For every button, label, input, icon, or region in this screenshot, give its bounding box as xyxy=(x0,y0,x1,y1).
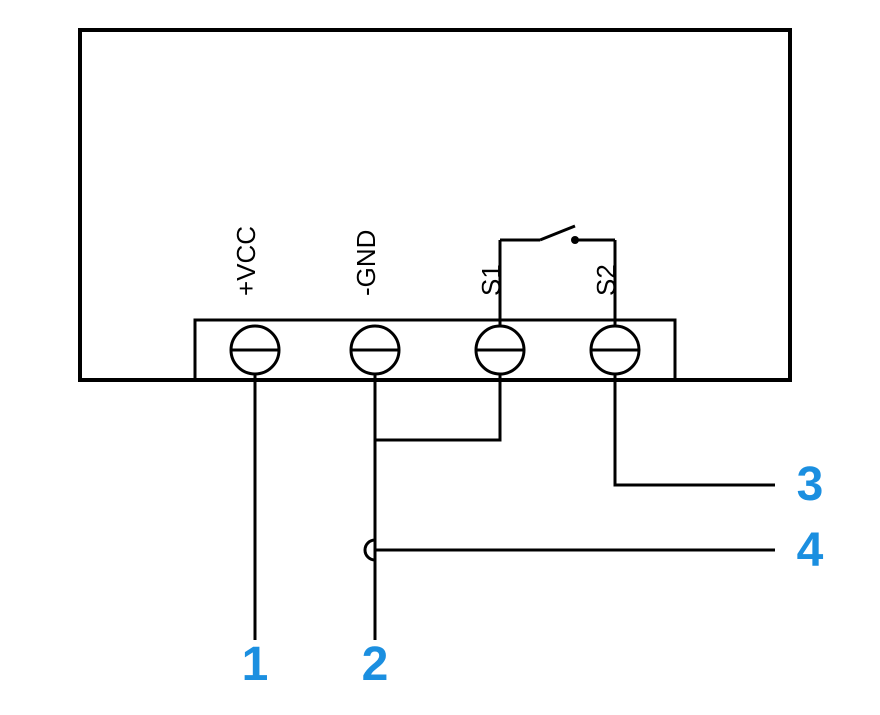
switch-node xyxy=(571,236,579,244)
canvas-bg xyxy=(0,0,880,715)
terminal-label-2: -GND xyxy=(351,230,381,296)
wire-number-3: 3 xyxy=(797,458,824,511)
wire-number-4: 4 xyxy=(797,524,824,577)
terminal-label-1: +VCC xyxy=(231,226,261,296)
wire-number-2: 2 xyxy=(362,638,389,691)
wire-number-1: 1 xyxy=(242,638,269,691)
